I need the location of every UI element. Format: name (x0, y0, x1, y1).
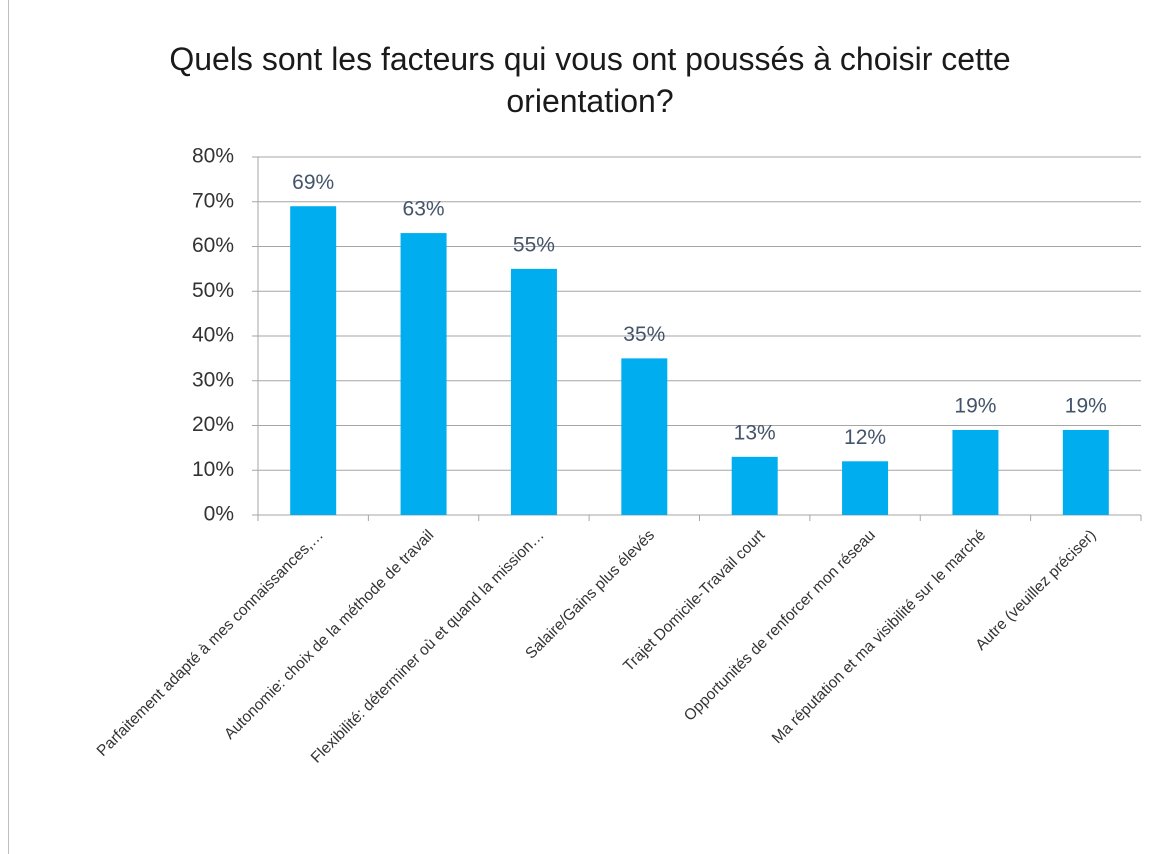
bar (842, 461, 889, 515)
value-label: 69% (292, 171, 334, 194)
x-tick-label: Salaire/Gains plus élevés (522, 527, 658, 663)
x-tick-label: Opportunités de renforcer mon réseau (681, 527, 879, 725)
y-tick-label: 20% (192, 413, 234, 436)
y-tick-label: 60% (192, 234, 234, 257)
value-label: 19% (1065, 395, 1107, 418)
value-label: 55% (513, 233, 555, 256)
bar (952, 429, 999, 515)
chart-title: Quels sont les facteurs qui vous ont pou… (169, 41, 1011, 119)
bar (400, 233, 447, 515)
value-label: 35% (623, 323, 665, 346)
value-label: 12% (844, 426, 886, 449)
y-tick-label: 80% (192, 145, 234, 168)
y-tick-label: 10% (192, 458, 234, 481)
x-tick-label: Autonomie: choix de la méthode de travai… (221, 527, 437, 743)
x-tick-label: Autre (veuillez préciser) (972, 527, 1099, 654)
y-tick-label: 0% (204, 503, 234, 526)
y-tick-label: 40% (192, 324, 234, 347)
bar (290, 206, 337, 515)
x-tick-label: Parfaitement adapté à mes connaissances,… (94, 527, 327, 760)
value-label: 13% (734, 421, 776, 444)
value-label: 63% (403, 198, 445, 221)
x-tick-label: Flexibilité: déterminer où et quand la m… (308, 527, 548, 767)
y-tick-label: 30% (192, 368, 234, 391)
bar (1062, 429, 1109, 515)
bar (510, 268, 557, 515)
bar (621, 358, 668, 515)
y-tick-label: 70% (192, 189, 234, 212)
bar (731, 456, 778, 515)
y-tick-label: 50% (192, 279, 234, 302)
x-tick-label: Ma réputation et ma visibilité sur le ma… (769, 527, 989, 747)
value-label: 19% (954, 395, 996, 418)
